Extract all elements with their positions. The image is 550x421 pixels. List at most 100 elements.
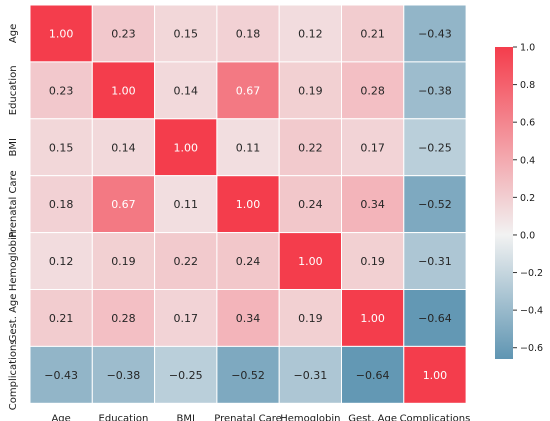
cell-value-label: −0.38 bbox=[418, 84, 452, 97]
cell-value-label: 1.00 bbox=[360, 312, 385, 325]
cell-value-label: 0.18 bbox=[49, 198, 74, 211]
cell-value-label: 0.23 bbox=[49, 84, 74, 97]
cell-value-label: −0.52 bbox=[231, 369, 265, 382]
heatmap-cell bbox=[91, 118, 156, 177]
heatmap-cell bbox=[216, 118, 280, 177]
colorbar-tick-label: 0.0 bbox=[520, 230, 535, 241]
colorbar-tick-label: 0.4 bbox=[520, 155, 535, 166]
colorbar-tick-label: −0.4 bbox=[520, 306, 543, 317]
heatmap-cell bbox=[278, 61, 343, 120]
cell-value-label: 0.15 bbox=[49, 141, 74, 154]
cell-value-label: 0.19 bbox=[298, 312, 323, 325]
cell-value-label: 0.24 bbox=[298, 198, 323, 211]
cell-value-label: −0.52 bbox=[418, 198, 452, 211]
heatmap-cell bbox=[154, 61, 218, 120]
heatmap-cell bbox=[216, 345, 280, 404]
cell-value-label: −0.31 bbox=[293, 369, 327, 382]
cell-value-label: 0.11 bbox=[174, 198, 199, 211]
cell-value-label: 0.34 bbox=[360, 198, 385, 211]
heatmap-cell bbox=[154, 345, 218, 404]
cell-value-label: 0.17 bbox=[174, 312, 199, 325]
cell-value-label: 0.18 bbox=[236, 27, 261, 40]
heatmap-cell bbox=[29, 175, 93, 234]
cell-value-label: 1.00 bbox=[298, 255, 323, 268]
cell-value-label: −0.43 bbox=[44, 369, 78, 382]
cell-value-label: 0.14 bbox=[111, 141, 136, 154]
column-label: Gest. Age bbox=[348, 413, 397, 421]
heatmap-cell bbox=[154, 4, 218, 63]
heatmap-cells: 1.00 0.23 0.15 0.18 0.12 0.21 −0.43 0.23 1.00 0.1… bbox=[29, 4, 467, 404]
cell-value-label: −0.43 bbox=[418, 27, 452, 40]
cell-value-label: 0.22 bbox=[174, 255, 199, 268]
cell-value-label: 0.11 bbox=[236, 141, 261, 154]
heatmap-cell bbox=[403, 118, 467, 177]
cell-value-label: 1.00 bbox=[423, 369, 448, 382]
column-label: Education bbox=[99, 413, 149, 421]
cell-value-label: 0.34 bbox=[236, 312, 261, 325]
column-label: BMI bbox=[177, 413, 195, 421]
row-label: Hemoglobin bbox=[8, 231, 19, 291]
cell-value-label: 0.19 bbox=[360, 255, 385, 268]
heatmap-cell bbox=[154, 232, 218, 291]
heatmap-cell bbox=[278, 289, 343, 347]
colorbar-tick-label: −0.2 bbox=[520, 268, 543, 279]
column-label: Hemoglobin bbox=[280, 413, 340, 421]
cell-value-label: −0.31 bbox=[418, 255, 452, 268]
heatmap-cell bbox=[29, 61, 93, 120]
cell-value-label: 0.19 bbox=[111, 255, 136, 268]
cell-value-label: 0.14 bbox=[174, 84, 199, 97]
row-label: Complications bbox=[8, 339, 19, 410]
cell-value-label: 0.12 bbox=[298, 27, 323, 40]
cell-value-label: 1.00 bbox=[111, 84, 136, 97]
cell-value-label: −0.38 bbox=[107, 369, 141, 382]
column-label: Age bbox=[51, 413, 70, 421]
colorbar-tick-label: 0.8 bbox=[520, 80, 535, 91]
heatmap-cell bbox=[29, 4, 93, 63]
colorbar-gradient bbox=[495, 47, 513, 359]
cell-value-label: 1.00 bbox=[49, 27, 74, 40]
heatmap-cell bbox=[91, 4, 156, 63]
column-label: Complications bbox=[400, 413, 471, 421]
cell-value-label: 0.67 bbox=[236, 84, 261, 97]
heatmap-cell bbox=[341, 4, 405, 63]
heatmap-cell bbox=[403, 175, 467, 234]
cell-value-label: 0.24 bbox=[236, 255, 261, 268]
heatmap-cell bbox=[91, 175, 156, 234]
colorbar-tick-label: 0.6 bbox=[520, 118, 535, 129]
cell-value-label: 0.12 bbox=[49, 255, 74, 268]
cell-value-label: 0.22 bbox=[298, 141, 323, 154]
colorbar: 1.0 0.8 0.6 0.4 0.2 0.0 −0.2 −0.4 −0.6 bbox=[495, 43, 543, 359]
colorbar-tick-label: 1.0 bbox=[520, 43, 535, 54]
cell-value-label: 1.00 bbox=[236, 198, 261, 211]
heatmap-cell bbox=[91, 289, 156, 347]
heatmap-cell bbox=[216, 289, 280, 347]
heatmap-cell bbox=[216, 175, 280, 234]
cell-value-label: 0.19 bbox=[298, 84, 323, 97]
cell-value-label: −0.25 bbox=[418, 141, 452, 154]
cell-value-label: 0.15 bbox=[174, 27, 199, 40]
colorbar-tick-label: 0.2 bbox=[520, 193, 535, 204]
heatmap-cell bbox=[341, 345, 405, 404]
heatmap-cell bbox=[403, 289, 467, 347]
heatmap-cell bbox=[341, 118, 405, 177]
heatmap-cell bbox=[154, 118, 218, 177]
heatmap-cell bbox=[403, 345, 467, 404]
cell-value-label: −0.64 bbox=[356, 369, 390, 382]
colorbar-tick-label: −0.6 bbox=[520, 343, 543, 354]
cell-value-label: 1.00 bbox=[174, 141, 199, 154]
row-label: Age bbox=[8, 24, 19, 43]
cell-value-label: 0.17 bbox=[360, 141, 385, 154]
cell-value-label: 0.28 bbox=[111, 312, 136, 325]
heatmap-cell bbox=[278, 345, 343, 404]
row-label: BMI bbox=[8, 138, 19, 156]
cell-value-label: −0.64 bbox=[418, 312, 452, 325]
row-label: Education bbox=[8, 65, 19, 115]
cell-value-label: 0.21 bbox=[360, 27, 385, 40]
cell-value-label: 0.28 bbox=[360, 84, 385, 97]
cell-value-label: 0.67 bbox=[111, 198, 136, 211]
heatmap-cell bbox=[278, 118, 343, 177]
heatmap-cell bbox=[29, 232, 93, 291]
cell-value-label: 0.23 bbox=[111, 27, 136, 40]
